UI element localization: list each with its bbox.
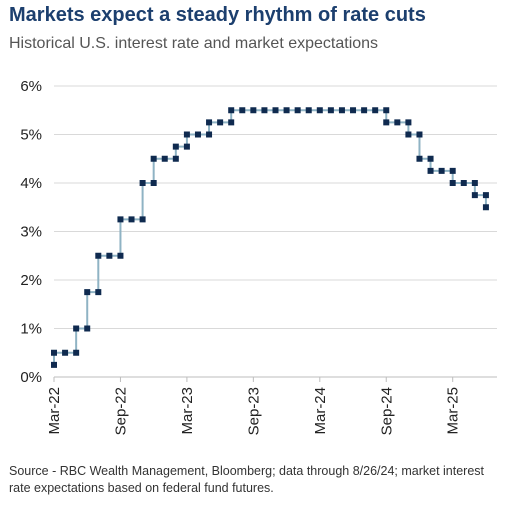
- x-axis-tick-labels: Mar-22 Sep-22 Mar-23 Sep-23 Mar-24 Sep-24 Mar-…: [46, 387, 462, 435]
- data-point-marker: [250, 107, 257, 114]
- data-point-marker: [128, 216, 135, 223]
- source-note: Source - RBC Wealth Management, Bloomber…: [9, 464, 485, 495]
- chart-subtitle: Historical U.S. interest rate and market…: [9, 35, 379, 52]
- series-line: [53, 109, 487, 365]
- data-point-marker: [206, 131, 213, 138]
- x-tick-label: Sep-22: [112, 387, 129, 435]
- y-tick-label: 2%: [20, 272, 42, 289]
- data-point-marker: [206, 119, 213, 126]
- y-tick-label: 5%: [20, 127, 42, 144]
- data-point-marker: [316, 107, 323, 114]
- data-point-marker: [416, 131, 423, 138]
- data-point-marker: [239, 107, 246, 114]
- data-point-marker: [117, 252, 124, 259]
- data-point-marker: [272, 107, 279, 114]
- y-tick-label: 0%: [20, 369, 42, 386]
- data-point-marker: [427, 155, 434, 162]
- data-point-marker: [427, 167, 434, 174]
- data-point-marker: [261, 107, 268, 114]
- x-tick-label: Sep-24: [378, 387, 395, 435]
- data-point-marker: [394, 119, 401, 126]
- data-point-marker: [139, 216, 146, 223]
- data-point-marker: [161, 155, 168, 162]
- y-tick-label: 4%: [20, 175, 42, 192]
- data-point-marker: [283, 107, 290, 114]
- x-tick-label: Mar-24: [312, 387, 329, 435]
- data-point-marker: [150, 155, 157, 162]
- data-point-marker: [139, 180, 146, 186]
- data-point-marker: [327, 107, 334, 114]
- data-point-marker: [51, 349, 57, 356]
- data-point-marker: [449, 167, 456, 174]
- data-point-marker: [84, 325, 91, 332]
- data-point-marker: [95, 289, 102, 296]
- data-point-marker: [172, 155, 179, 162]
- data-point-marker: [449, 180, 456, 186]
- data-point-marker: [62, 349, 69, 356]
- rate-step-line: [53, 109, 487, 365]
- data-point-marker: [471, 180, 478, 186]
- data-point-marker: [482, 204, 489, 211]
- rate-markers: [51, 107, 489, 368]
- data-point-marker: [150, 180, 157, 186]
- data-point-marker: [51, 361, 57, 368]
- data-point-marker: [172, 143, 179, 150]
- y-tick-label: 1%: [20, 321, 42, 338]
- data-point-marker: [350, 107, 357, 114]
- data-point-marker: [106, 252, 113, 259]
- data-point-marker: [194, 131, 201, 138]
- data-point-marker: [305, 107, 312, 114]
- x-tick-label: Sep-23: [245, 387, 262, 435]
- chart-title: Markets expect a steady rhythm of rate c…: [9, 4, 426, 26]
- data-point-marker: [416, 155, 423, 162]
- data-point-marker: [338, 107, 345, 114]
- rate-chart: 0%1%2%3%4%5%6% Mar-22 Sep-22 Mar-23 Sep-23 M…: [20, 78, 497, 435]
- data-point-marker: [383, 107, 390, 114]
- data-point-marker: [361, 107, 368, 114]
- data-point-marker: [228, 119, 235, 126]
- data-point-marker: [217, 119, 224, 126]
- data-point-marker: [405, 119, 412, 126]
- data-point-marker: [294, 107, 301, 114]
- data-point-marker: [73, 325, 80, 332]
- data-point-marker: [482, 192, 489, 199]
- data-point-marker: [383, 119, 390, 126]
- y-tick-label: 3%: [20, 224, 42, 241]
- data-point-marker: [84, 289, 91, 296]
- data-point-marker: [438, 167, 445, 174]
- x-tick-label: Mar-23: [179, 387, 196, 435]
- data-point-marker: [471, 192, 478, 199]
- data-point-marker: [73, 349, 80, 356]
- data-point-marker: [405, 131, 412, 138]
- data-point-marker: [117, 216, 124, 223]
- data-point-marker: [95, 252, 102, 259]
- data-point-marker: [183, 131, 190, 138]
- data-point-marker: [372, 107, 379, 114]
- data-point-marker: [460, 180, 467, 186]
- x-tick-label: Mar-22: [46, 387, 63, 435]
- y-tick-label: 6%: [20, 78, 42, 95]
- data-point-marker: [183, 143, 190, 150]
- y-axis-tick-labels: 0% 1% 2% 3% 4% 5% 6%: [20, 78, 42, 386]
- gridlines: [53, 85, 497, 382]
- x-tick-label: Mar-25: [445, 387, 462, 435]
- data-point-marker: [228, 107, 235, 114]
